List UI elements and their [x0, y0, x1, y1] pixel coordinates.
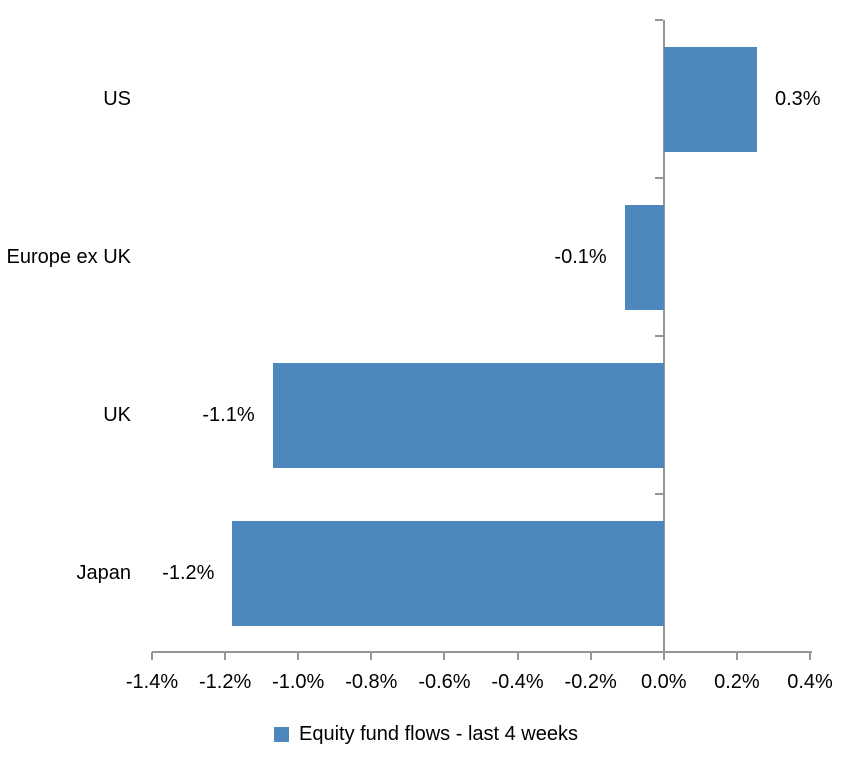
- value-axis: [152, 651, 812, 653]
- data-label-us: 0.3%: [774, 88, 821, 110]
- legend: Equity fund flows - last 4 weeks: [0, 720, 852, 748]
- category-axis-tick: [654, 493, 663, 495]
- data-label-japan: -1.2%: [162, 562, 215, 584]
- x-axis-tick-label: -1.2%: [198, 671, 252, 693]
- x-axis-tick: [662, 652, 665, 660]
- x-axis-tick: [151, 652, 153, 660]
- x-axis-tick-label: -0.2%: [564, 671, 617, 693]
- category-axis-tick: [654, 19, 663, 21]
- x-axis-tick: [297, 652, 300, 660]
- x-axis-tick: [735, 652, 738, 660]
- x-axis-tick: [516, 652, 519, 660]
- category-axis: [662, 20, 665, 660]
- x-axis-tick: [809, 652, 811, 660]
- x-axis-tick: [370, 652, 373, 660]
- x-axis-tick-label: 0.2%: [714, 671, 760, 693]
- category-axis-tick: [654, 177, 663, 179]
- category-label-japan: Japan: [76, 562, 132, 584]
- bar-japan: [232, 520, 664, 626]
- bar-uk: [272, 362, 664, 468]
- legend-swatch-icon: [273, 726, 289, 742]
- legend-entry-label: Equity fund flows - last 4 weeks: [298, 722, 578, 745]
- category-axis-tick: [654, 335, 663, 337]
- x-axis-tick-label: 0.0%: [640, 671, 687, 693]
- bar-us: [663, 46, 757, 152]
- x-axis-tick: [443, 652, 446, 660]
- category-label-europe-ex-uk: Europe ex UK: [6, 246, 131, 268]
- category-axis-tick: [654, 651, 663, 653]
- category-label-us: US: [103, 88, 131, 110]
- data-label-uk: -1.1%: [202, 404, 255, 426]
- x-axis-tick-label: -1.0%: [272, 671, 325, 693]
- x-axis-tick-label: -0.4%: [491, 671, 544, 693]
- data-label-europe-ex-uk: -0.1%: [554, 246, 607, 268]
- x-axis-tick-label: 0.4%: [787, 671, 833, 693]
- x-axis-tick-label: -0.6%: [418, 671, 471, 693]
- x-axis-tick: [589, 652, 592, 660]
- x-axis-tick-label: -1.4%: [125, 671, 179, 693]
- x-axis-tick: [224, 652, 227, 660]
- category-label-uk: UK: [103, 404, 131, 426]
- bar-europe-ex-uk: [624, 204, 664, 310]
- x-axis-tick-label: -0.8%: [345, 671, 398, 693]
